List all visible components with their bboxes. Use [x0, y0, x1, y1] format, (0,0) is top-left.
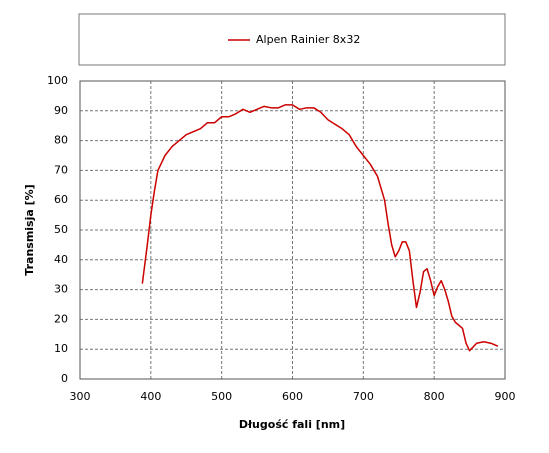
x-tick-label: 300	[70, 390, 91, 403]
plot-border	[79, 80, 506, 380]
y-tick-label: 70	[54, 163, 68, 176]
y-tick-label: 80	[54, 134, 68, 147]
y-tick-label: 0	[61, 372, 68, 385]
legend-label: Alpen Rainier 8x32	[256, 33, 360, 46]
x-tick-label: 800	[424, 390, 445, 403]
y-tick-label: 60	[54, 193, 68, 206]
x-tick-label: 700	[353, 390, 374, 403]
y-tick-label: 10	[54, 342, 68, 355]
x-tick-label: 500	[211, 390, 232, 403]
x-tick-label: 900	[495, 390, 516, 403]
legend-box	[78, 13, 506, 66]
y-tick-label: 20	[54, 312, 68, 325]
series-line	[141, 104, 499, 352]
y-tick-label: 40	[54, 253, 68, 266]
x-tick-label: 600	[282, 390, 303, 403]
y-tick-label: 90	[54, 104, 68, 117]
x-axis-title: Długość fali [nm]	[239, 418, 345, 431]
x-tick-label: 400	[140, 390, 161, 403]
y-tick-label: 100	[47, 74, 68, 87]
y-tick-label: 30	[54, 283, 68, 296]
y-axis-title: Transmisja [%]	[23, 184, 36, 275]
y-tick-label: 50	[54, 223, 68, 236]
